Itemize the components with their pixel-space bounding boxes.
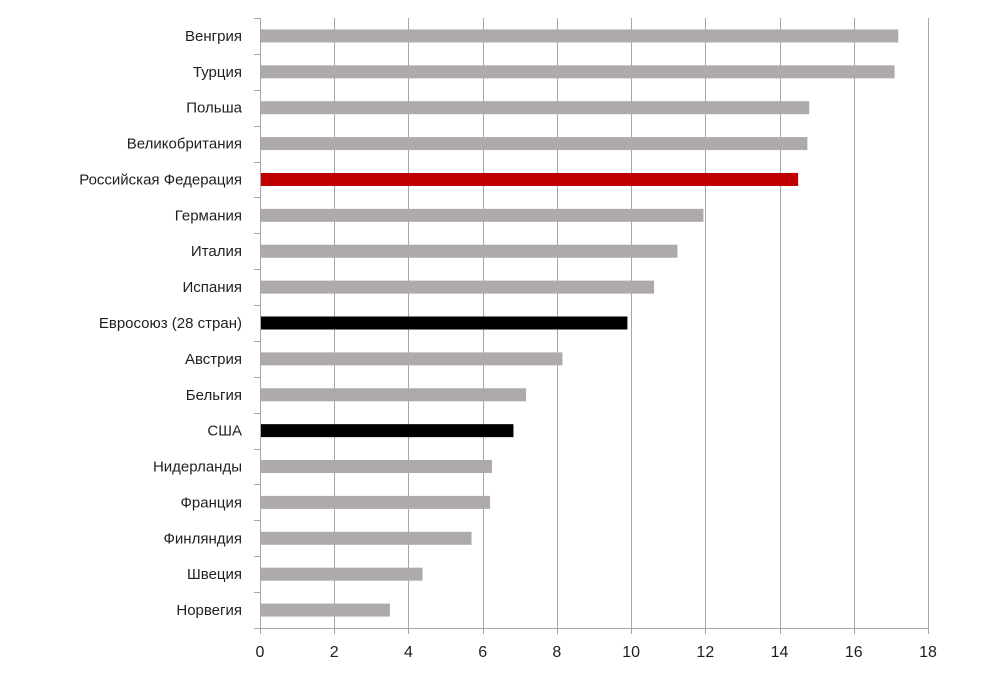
bar-10 — [261, 352, 563, 366]
category-label-5: Российская Федерация — [79, 171, 242, 188]
tick-label-x-14: 14 — [771, 644, 789, 661]
category-label-3: Польша — [186, 100, 242, 117]
category-label-15: Финляндия — [164, 530, 242, 547]
bar-7 — [261, 244, 678, 258]
category-label-11: Бельгия — [186, 387, 242, 404]
bar-8 — [261, 280, 655, 294]
bar-15 — [261, 531, 472, 545]
bar-16 — [261, 567, 423, 581]
bar-17 — [261, 603, 390, 617]
bar-1 — [261, 29, 899, 43]
category-label-8: Испания — [182, 279, 242, 296]
bar-9 — [261, 316, 628, 330]
bar-4 — [261, 137, 808, 151]
category-label-7: Италия — [191, 243, 242, 260]
category-label-1: Венгрия — [185, 28, 242, 45]
bar-12 — [261, 424, 514, 438]
bar-13 — [261, 460, 492, 474]
gridlines — [334, 18, 929, 628]
bars — [261, 29, 899, 617]
axes — [254, 18, 929, 634]
tick-label-x-12: 12 — [696, 644, 714, 661]
category-label-9: Евросоюз (28 стран) — [99, 315, 242, 332]
bar-11 — [261, 388, 527, 402]
bar-5 — [261, 172, 799, 186]
tick-label-x-18: 18 — [919, 644, 937, 661]
bar-2 — [261, 65, 895, 79]
category-label-2: Турция — [193, 64, 242, 81]
tick-label-x-16: 16 — [845, 644, 863, 661]
category-label-12: США — [207, 423, 242, 440]
category-label-17: Норвегия — [176, 602, 242, 619]
category-label-13: Нидерланды — [153, 459, 242, 476]
tick-label-x-8: 8 — [552, 644, 561, 661]
bar-3 — [261, 101, 810, 115]
tick-label-x-4: 4 — [404, 644, 413, 661]
category-label-16: Швеция — [187, 566, 242, 583]
tick-label-x-6: 6 — [478, 644, 487, 661]
category-label-14: Франция — [181, 494, 242, 511]
tick-labels: 0 2 4 6 8 10 12 14 16 18 — [256, 644, 937, 661]
bar-6 — [261, 208, 704, 222]
category-labels: Венгрия Турция Польша Великобритания Российс… — [79, 28, 242, 619]
tick-label-x-10: 10 — [622, 644, 640, 661]
category-label-10: Австрия — [185, 351, 242, 368]
category-label-6: Германия — [175, 207, 242, 224]
bar-14 — [261, 495, 491, 509]
tick-label-x-0: 0 — [256, 644, 265, 661]
tick-label-x-2: 2 — [330, 644, 339, 661]
category-label-4: Великобритания — [127, 136, 242, 153]
